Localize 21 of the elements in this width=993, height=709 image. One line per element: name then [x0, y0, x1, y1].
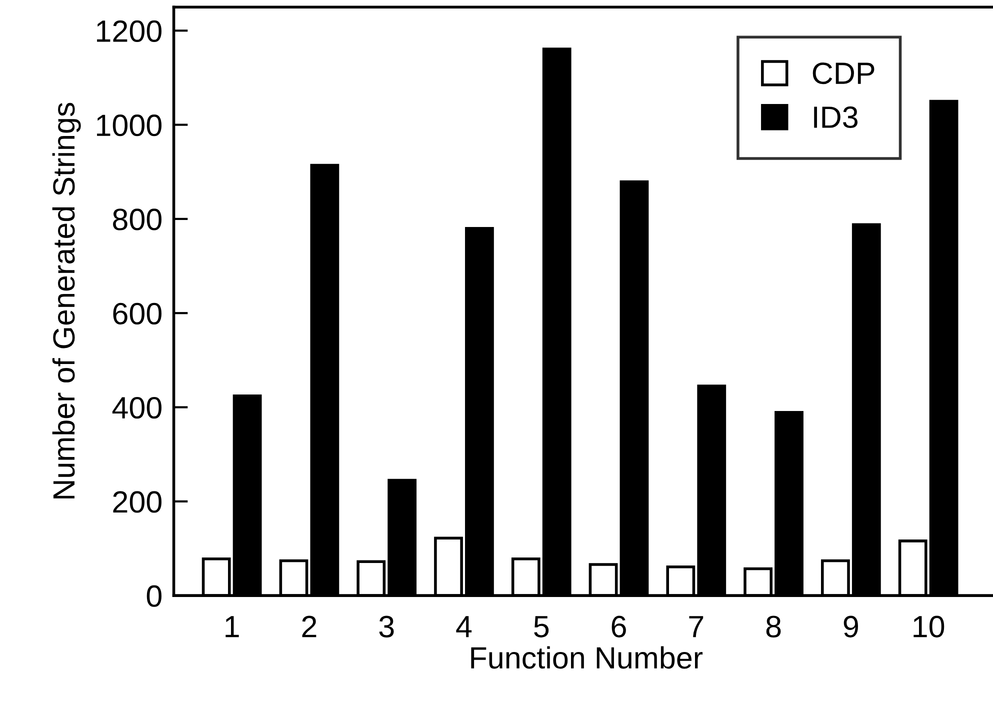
- x-tick-label: 4: [456, 616, 472, 638]
- x-tick-label: 10: [914, 616, 944, 638]
- x-tick-label: 1: [226, 616, 239, 638]
- x-tick-label: 6: [612, 616, 626, 638]
- y-tick-label: 0: [146, 585, 162, 607]
- y-tick-label: 200: [113, 491, 162, 513]
- x-tick-label: 2: [302, 616, 316, 638]
- y-tick-label: 800: [113, 208, 162, 230]
- x-tick-label: 7: [689, 616, 704, 638]
- y-tick-label: 1200: [97, 20, 162, 42]
- legend-label: ID3: [814, 106, 858, 128]
- y-axis-title: Number of Generated Strings: [52, 102, 81, 498]
- x-tick-label: 8: [766, 616, 781, 638]
- x-tick-label: 5: [534, 616, 549, 638]
- y-tick-label: 1000: [97, 114, 162, 136]
- x-tick-label: 3: [379, 616, 394, 638]
- legend-label: CDP: [812, 62, 874, 84]
- y-tick-label: 400: [112, 396, 162, 419]
- y-tick-label: 600: [113, 302, 162, 324]
- x-axis-title: Function Number: [471, 646, 703, 669]
- x-tick-label: 9: [844, 616, 858, 638]
